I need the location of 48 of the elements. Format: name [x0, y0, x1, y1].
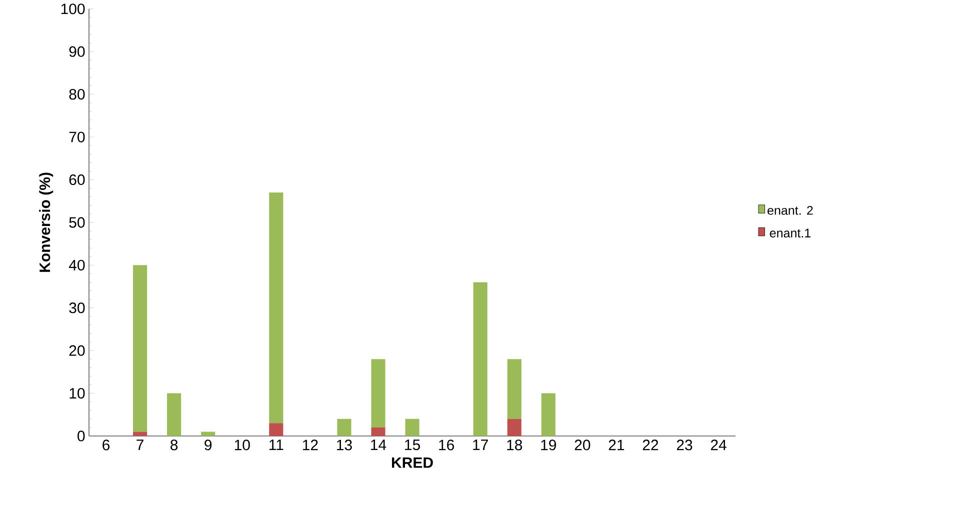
x-tick-label: 20 [574, 440, 590, 450]
x-tick-label: 19 [541, 440, 556, 450]
x-tick-label: 15 [405, 440, 420, 450]
y-tick-label: 90 [69, 46, 85, 57]
legend-label: enant. 2 [768, 206, 813, 215]
x-tick-label: 9 [204, 440, 212, 450]
y-tick-label: 40 [68, 260, 85, 271]
x-tick-label: 24 [710, 440, 726, 450]
y-tick-label: 100 [61, 4, 85, 14]
bar [371, 427, 386, 436]
x-tick-label: 14 [371, 440, 386, 450]
y-axis-title: Konversio (%) [39, 172, 54, 272]
bar [269, 423, 284, 436]
y-tick-label: 50 [69, 217, 85, 228]
x-tick-label: 7 [136, 440, 144, 450]
bar [337, 418, 352, 436]
bar [269, 192, 284, 424]
x-tick-label: 10 [234, 440, 250, 450]
x-tick-label: 13 [337, 440, 352, 450]
x-tick-label: 6 [102, 440, 110, 450]
y-tick-label: 10 [70, 388, 85, 399]
bar [132, 432, 148, 436]
x-tick-label: 22 [642, 440, 658, 450]
x-tick-label: 11 [270, 440, 284, 450]
y-tick-label: 80 [69, 89, 85, 100]
x-tick-label: 23 [676, 440, 692, 450]
bar [371, 359, 386, 428]
x-axis-title: KRED [392, 457, 433, 468]
bar [132, 265, 148, 432]
bar [167, 393, 182, 436]
y-tick-label: 30 [69, 302, 85, 314]
x-tick-label: 8 [170, 440, 178, 450]
bar [405, 418, 420, 436]
y-tick-label: 60 [69, 174, 85, 186]
x-tick-label: 18 [507, 440, 522, 450]
y-tick-label: 0 [78, 430, 85, 442]
x-tick-label: 16 [439, 440, 454, 450]
bar [541, 393, 556, 436]
y-tick-label: 20 [69, 345, 85, 356]
bar [507, 359, 522, 419]
legend-label: enant.1 [770, 228, 810, 238]
x-tick-label: 21 [608, 440, 624, 450]
y-tick-label: 70 [69, 132, 85, 142]
x-tick-label: 12 [302, 440, 318, 450]
x-tick-label: 17 [473, 440, 488, 450]
bar [507, 418, 522, 436]
bar [201, 432, 216, 436]
bar [473, 282, 488, 436]
